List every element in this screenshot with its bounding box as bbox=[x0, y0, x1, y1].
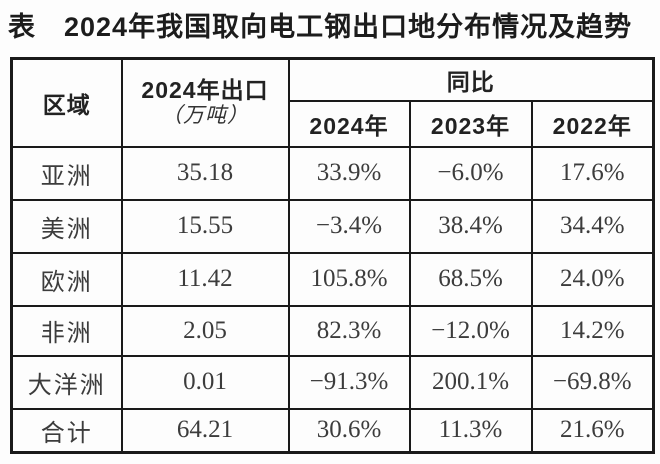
header-export-unit: （万吨） bbox=[161, 103, 249, 128]
cell-yoy-2022: 34.4% bbox=[530, 198, 655, 254]
cell-export: 15.55 bbox=[120, 198, 290, 254]
header-region: 区域 bbox=[10, 57, 123, 148]
cell-yoy-2023: 38.4% bbox=[408, 198, 533, 254]
table-row-africa: 非洲 2.05 82.3% −12.0% 14.2% bbox=[10, 304, 655, 357]
cell-export: 0.01 bbox=[120, 354, 290, 410]
cell-region: 欧洲 bbox=[10, 251, 123, 307]
cell-export: 11.42 bbox=[120, 251, 290, 307]
cell-export: 64.21 bbox=[120, 407, 290, 454]
table-row-total: 合计 64.21 30.6% 11.3% 21.6% bbox=[10, 407, 655, 454]
header-year-2022: 2022年 bbox=[530, 99, 655, 148]
cell-yoy-2022: 14.2% bbox=[530, 304, 655, 357]
cell-yoy-2024: 105.8% bbox=[287, 251, 411, 307]
table-row-asia: 亚洲 35.18 33.9% −6.0% 17.6% bbox=[10, 145, 655, 201]
cell-region: 非洲 bbox=[10, 304, 123, 357]
cell-yoy-2022: −69.8% bbox=[530, 354, 655, 410]
cell-yoy-2024: −3.4% bbox=[287, 198, 411, 254]
cell-export: 35.18 bbox=[120, 145, 290, 201]
cell-yoy-2022: 24.0% bbox=[530, 251, 655, 307]
cell-yoy-2023: 11.3% bbox=[408, 407, 533, 454]
table-row-oceania: 大洋洲 0.01 −91.3% 200.1% −69.8% bbox=[10, 354, 655, 410]
header-row-top: 区域 2024年出口 （万吨） 同比 bbox=[10, 57, 655, 148]
cell-export: 2.05 bbox=[120, 304, 290, 357]
cell-region: 大洋洲 bbox=[10, 354, 123, 410]
header-year-2024: 2024年 bbox=[287, 99, 411, 148]
cell-yoy-2024: 30.6% bbox=[287, 407, 411, 454]
header-row-years: 2024年 2023年 2022年 bbox=[12, 99, 655, 148]
header-yoy: 同比 bbox=[287, 57, 655, 102]
cell-yoy-2022: 21.6% bbox=[530, 407, 655, 454]
cell-yoy-2023: −6.0% bbox=[408, 145, 533, 201]
cell-yoy-2022: 17.6% bbox=[530, 145, 655, 201]
table-row-europe: 欧洲 11.42 105.8% 68.5% 24.0% bbox=[10, 251, 655, 307]
cell-yoy-2024: 33.9% bbox=[287, 145, 411, 201]
table-row-americas: 美洲 15.55 −3.4% 38.4% 34.4% bbox=[10, 198, 655, 254]
cell-region: 亚洲 bbox=[10, 145, 123, 201]
table-title: 表 2024年我国取向电工钢出口地分布情况及趋势 bbox=[8, 12, 633, 42]
header-export: 2024年出口 （万吨） bbox=[120, 57, 290, 148]
header-export-label: 2024年出口 bbox=[141, 76, 269, 103]
cell-region: 合计 bbox=[10, 407, 123, 454]
cell-region: 美洲 bbox=[10, 198, 123, 254]
cell-yoy-2023: 200.1% bbox=[408, 354, 533, 410]
export-distribution-table: 区域 2024年出口 （万吨） 同比 2024年 2023年 2022年 亚洲 … bbox=[10, 57, 656, 454]
cell-yoy-2023: −12.0% bbox=[408, 304, 533, 357]
cell-yoy-2024: 82.3% bbox=[287, 304, 411, 357]
cell-yoy-2024: −91.3% bbox=[287, 354, 411, 410]
header-year-2023: 2023年 bbox=[408, 99, 533, 148]
cell-yoy-2023: 68.5% bbox=[408, 251, 533, 307]
